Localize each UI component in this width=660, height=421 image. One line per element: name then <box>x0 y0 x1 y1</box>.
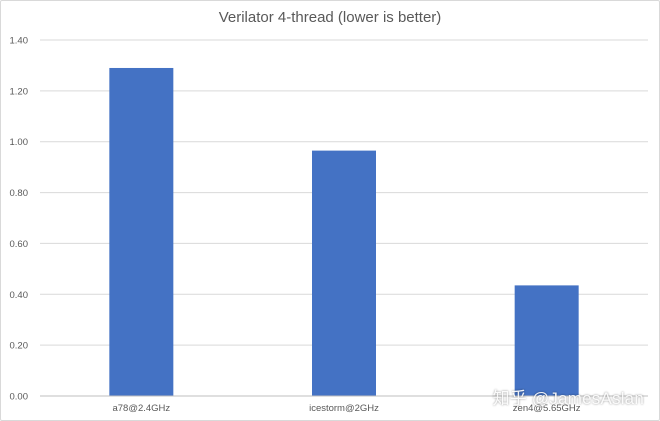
y-tick-label: 0.00 <box>10 392 29 403</box>
y-tick-label: 1.40 <box>10 36 29 47</box>
y-tick-label: 1.20 <box>10 86 29 97</box>
watermark: 知乎 @JamesAslan <box>492 389 644 408</box>
x-tick-label: a78@2.4GHz <box>112 403 170 414</box>
bar <box>514 285 579 396</box>
y-tick-label: 1.00 <box>10 137 29 148</box>
x-tick-label: zen4@5.65GHz <box>513 403 581 414</box>
bar <box>312 150 376 396</box>
y-tick-label: 0.20 <box>10 341 29 352</box>
chart-title: Verilator 4-thread (lower is better) <box>218 9 442 26</box>
x-tick-label: icestorm@2GHz <box>309 403 379 414</box>
y-tick-label: 0.80 <box>10 188 29 199</box>
y-tick-label: 0.40 <box>10 290 29 301</box>
y-tick-label: 0.60 <box>10 239 29 250</box>
bar <box>109 67 174 396</box>
